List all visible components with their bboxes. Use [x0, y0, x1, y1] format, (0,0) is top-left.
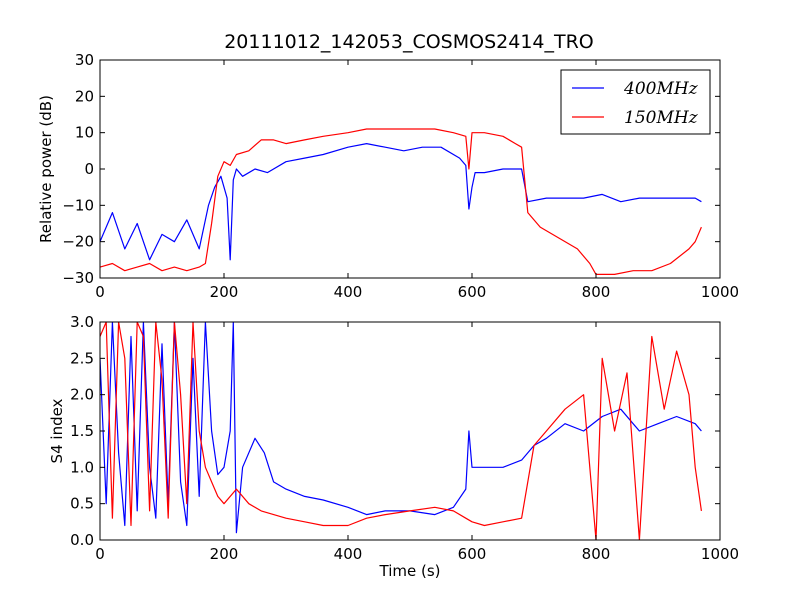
x-tick-label: 600 [458, 545, 487, 563]
x-tick-label: 600 [458, 283, 487, 301]
x-tick-label: 400 [334, 283, 363, 301]
y-tick-label: 20 [75, 87, 94, 105]
legend: 400MHz 150MHz [560, 69, 711, 135]
legend-box [560, 69, 711, 135]
s4-index-y-ticks: 3.0 2.5 2.0 1.5 1.0 0.5 0.0 [70, 313, 720, 549]
x-tick-label: 200 [210, 545, 239, 563]
relative-power-panel: 30 20 10 0 −10 −20 −30 0 200 400 600 800 1000 Relat… [37, 51, 739, 301]
x-tick-label: 800 [582, 545, 611, 563]
series-line-400mhz [100, 322, 702, 534]
y-tick-label: 30 [75, 51, 94, 69]
y-tick-label: −10 [62, 196, 94, 214]
s4-index-series [100, 322, 702, 540]
y-tick-label: 1.0 [70, 458, 94, 476]
y-tick-label: 0.5 [70, 495, 94, 513]
x-tick-label: 1000 [701, 283, 739, 301]
y-tick-label: −20 [62, 233, 94, 251]
y-tick-label: 2.5 [70, 349, 94, 367]
x-tick-label: 0 [95, 545, 105, 563]
relative-power-y-axis-label: Relative power (dB) [37, 95, 55, 243]
y-tick-label: 1.5 [70, 422, 94, 440]
x-tick-label: 400 [334, 545, 363, 563]
legend-label-400mhz: 400MHz [623, 79, 699, 99]
y-tick-label: −30 [62, 269, 94, 287]
relative-power-series [100, 128, 702, 275]
y-tick-label: 10 [75, 124, 94, 142]
x-tick-label: 800 [582, 283, 611, 301]
y-tick-label: 2.0 [70, 386, 94, 404]
s4-index-x-ticks: 0 200 400 600 800 1000 [95, 322, 739, 563]
y-tick-label: 0 [84, 160, 94, 178]
y-tick-label: 3.0 [70, 313, 94, 331]
series-line-400mhz [100, 143, 702, 261]
x-tick-label: 200 [210, 283, 239, 301]
s4-index-panel: 3.02.52.01.51.00.50.0 0 200 400 600 800 1000 … [48, 313, 739, 580]
chart-title: 20111012_142053_COSMOS2414_TRO [224, 31, 594, 53]
y-tick-label: 0.0 [70, 531, 94, 549]
x-tick-label: 0 [95, 283, 105, 301]
x-tick-label: 1000 [701, 545, 739, 563]
s4-index-y-axis-label: S4 index [48, 398, 66, 463]
relative-power-y-ticks: 30 20 10 0 −10 −20 −30 [62, 51, 720, 287]
series-line-150mhz [100, 128, 702, 275]
relative-power-x-ticks: 0 200 400 600 800 1000 [95, 60, 739, 301]
x-axis-label: Time (s) [379, 562, 441, 580]
series-line-150mhz [100, 322, 702, 540]
legend-label-150mhz: 150MHz [624, 108, 699, 128]
